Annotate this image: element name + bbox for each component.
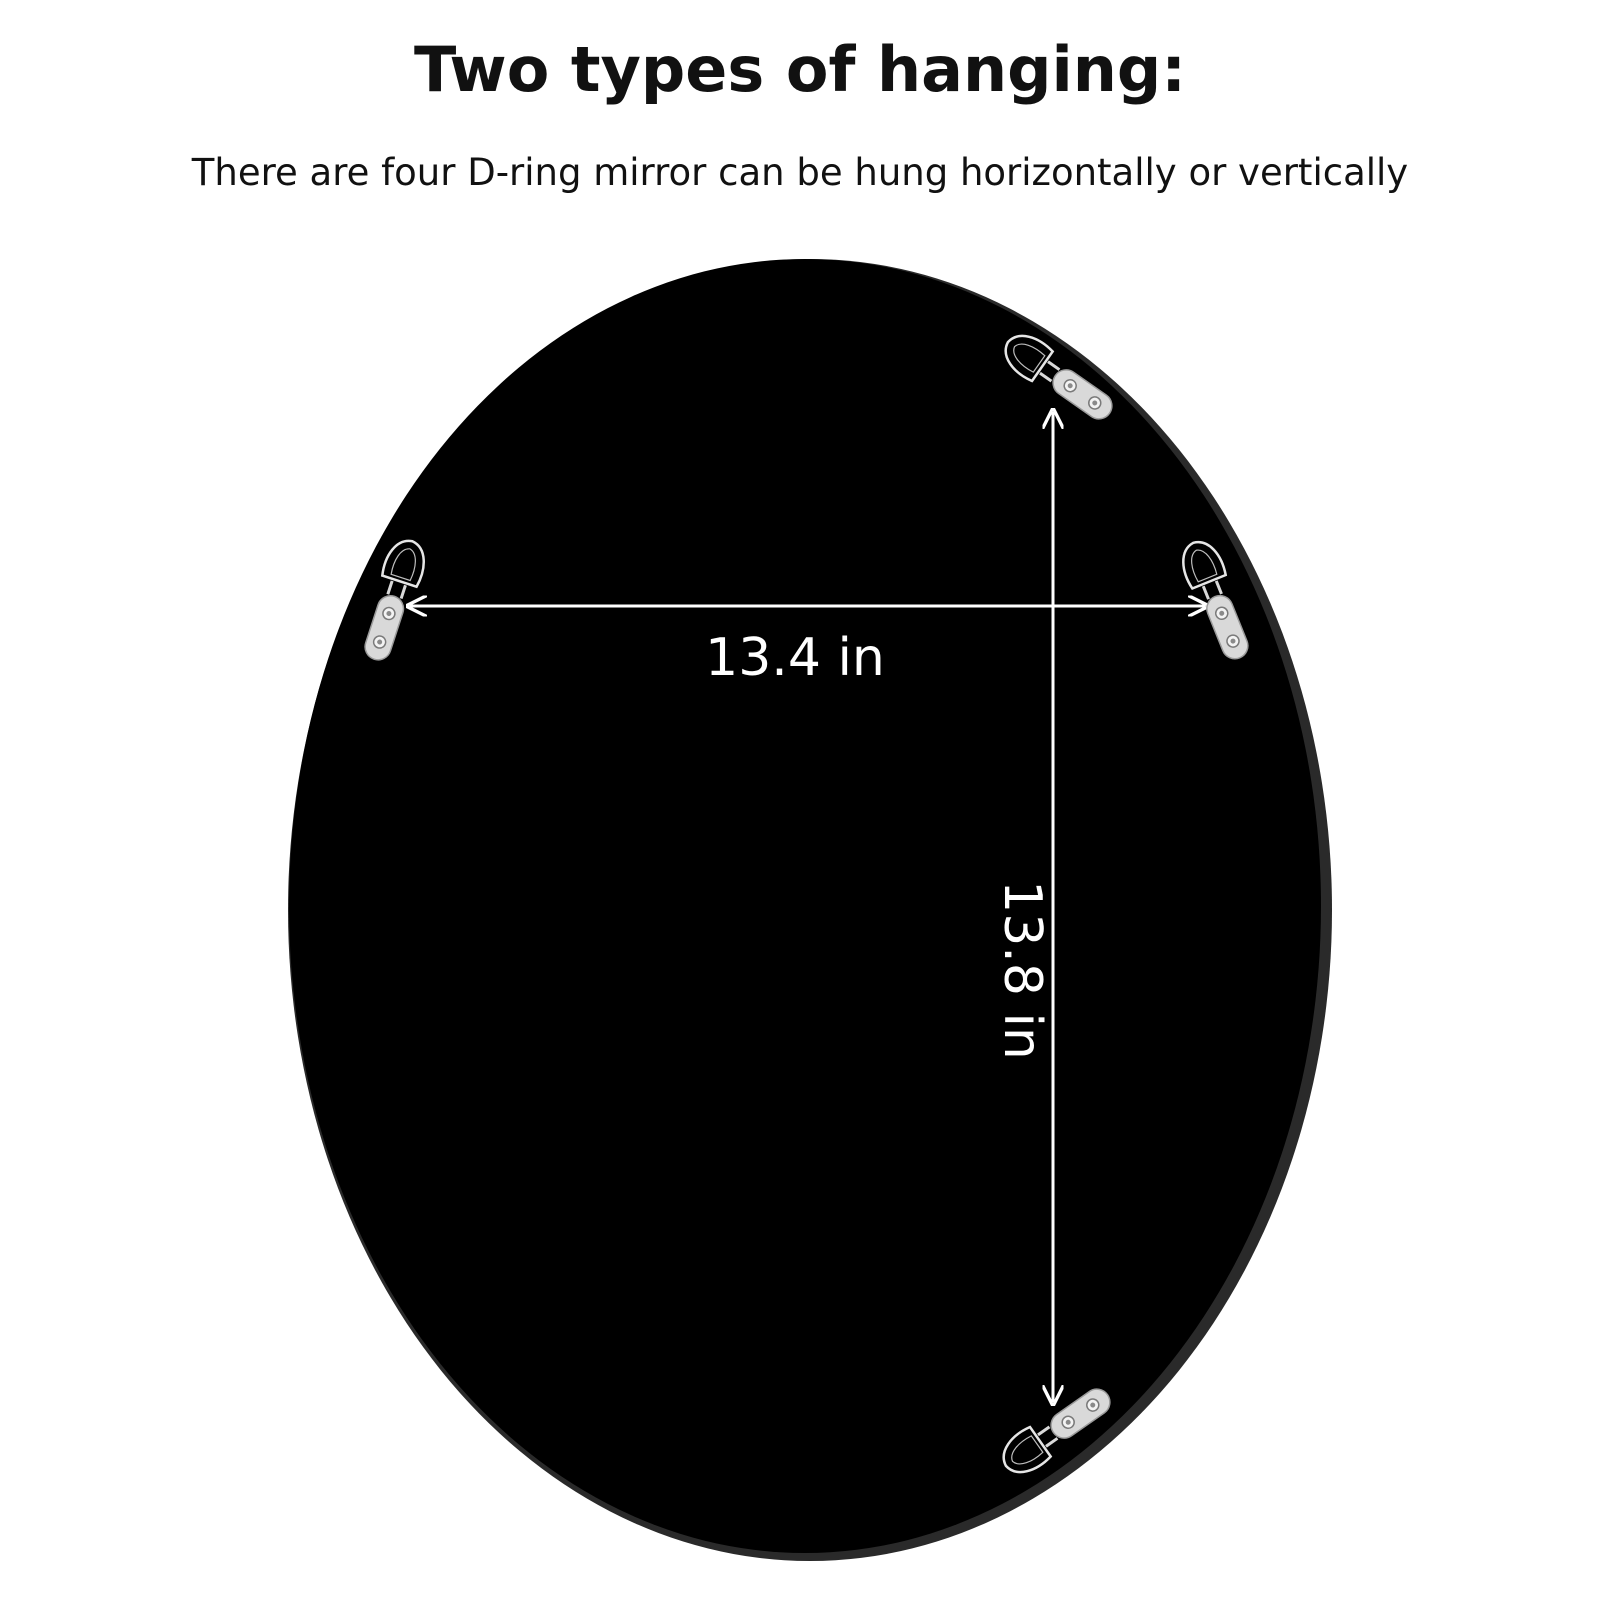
page-subtitle: There are four D-ring mirror can be hung…: [191, 151, 1409, 194]
height-dimension-label: 13.8 in: [992, 880, 1052, 1060]
mirror-back: [288, 259, 1332, 1561]
page-title: Two types of hanging:: [413, 33, 1187, 106]
width-dimension-label: 13.4 in: [705, 628, 885, 688]
